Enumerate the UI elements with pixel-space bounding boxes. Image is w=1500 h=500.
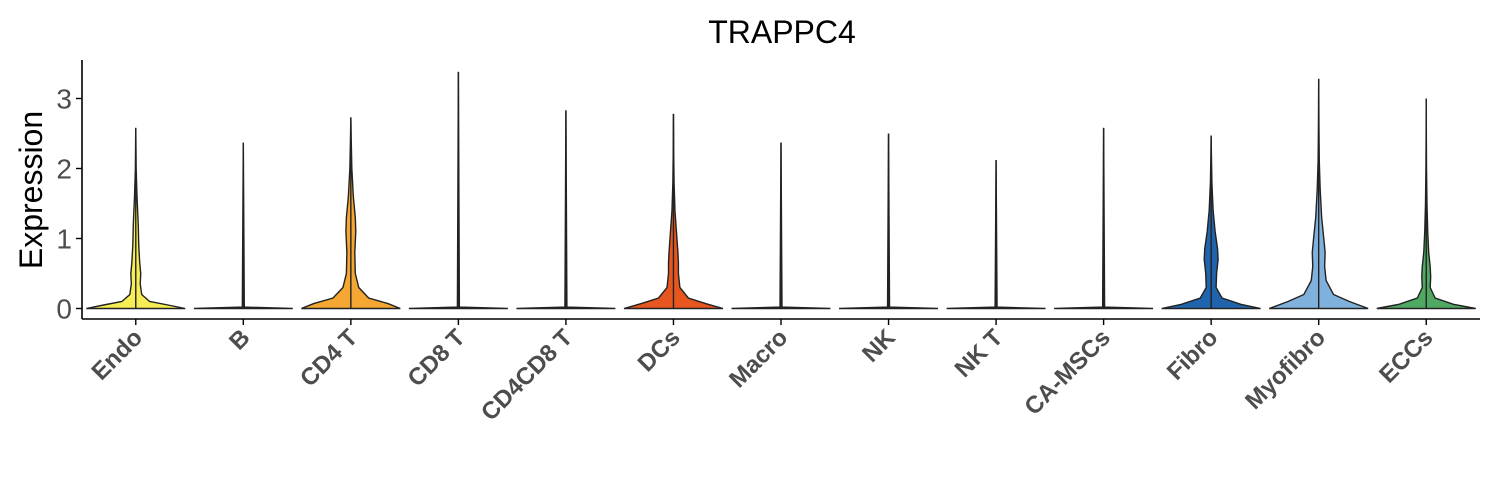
- y-tick-label: 1: [56, 224, 72, 255]
- chart-title: TRAPPC4: [708, 14, 856, 50]
- y-tick-label: 2: [56, 154, 72, 185]
- y-axis: 0 1 2 3: [56, 60, 83, 325]
- x-tick-label: CD4CD8 T: [476, 324, 578, 426]
- y-tick-label: 0: [56, 294, 72, 325]
- x-tick-label: ECCs: [1374, 324, 1438, 388]
- x-tick-label: Macro: [724, 324, 793, 393]
- x-tick-label: CD4 T: [295, 324, 363, 392]
- x-tick-label: Endo: [86, 324, 148, 386]
- x-tick-label: NK: [857, 324, 901, 368]
- x-axis: Endo B CD4 T CD8 T CD4CD8 T DCs Macro NK NK T CA-…: [82, 318, 1480, 426]
- y-axis-label: Expression: [13, 111, 49, 269]
- x-tick-label: DCs: [633, 324, 686, 377]
- x-tick-label: Myofibro: [1240, 324, 1331, 415]
- x-tick-label: NK T: [950, 324, 1009, 383]
- y-tick-label: 3: [56, 84, 72, 115]
- x-tick-label: B: [224, 324, 255, 355]
- x-tick-label: Fibro: [1162, 324, 1224, 386]
- x-tick-label: CA-MSCs: [1019, 324, 1115, 420]
- violin-group: [86, 71, 1476, 310]
- x-tick-label: CD8 T: [403, 324, 471, 392]
